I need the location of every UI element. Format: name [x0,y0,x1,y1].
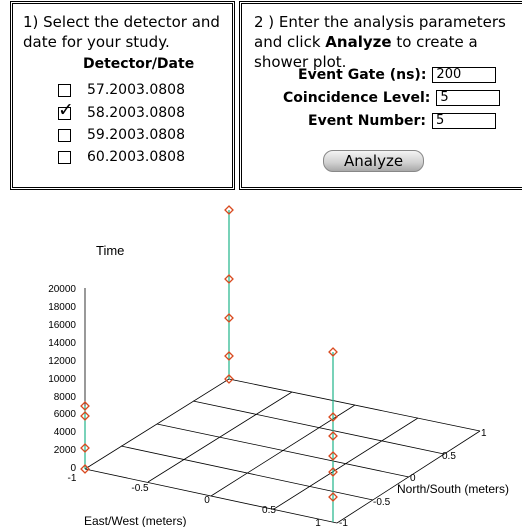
z-axis-title: Time [96,243,124,258]
z-tick-label: 10000 [48,374,76,385]
event-number-input[interactable]: 5 [432,113,497,129]
detector-row-57[interactable]: 57.2003.0808 [58,80,185,100]
hit-marker [224,374,234,384]
y-axis-ticks: -1 -0.5 0 0.5 1 [339,428,487,527]
step2-text-bold: Analyze [325,33,392,51]
detector-row-60[interactable]: 60.2003.0808 [58,147,185,167]
step2-text-post: to create a shower plot. [254,33,478,71]
detector-label: 57.2003.0808 [87,82,185,98]
coincidence-level-input[interactable]: 5 [436,90,501,106]
coincidence-level-label: Coincidence Level: [283,90,431,106]
markers [80,205,338,502]
event-number-row: Event Number: 5 [308,112,497,130]
coincidence-level-row: Coincidence Level: 5 [283,89,501,107]
hit-marker [224,274,234,284]
step2-text-pre: 2 ) Enter the analysis parameters and cl… [254,13,506,51]
plot-grid [84,288,481,524]
step1-instruction: 1) Select the detector and date for your… [23,13,220,51]
x-tick-label: -0.5 [131,483,149,494]
analysis-params-panel: 2 ) Enter the analysis parameters and cl… [239,1,522,190]
detector-checkbox[interactable] [58,150,71,164]
hit-marker [328,347,338,357]
hit-marker [224,351,234,361]
detector-checkbox[interactable]: ✓ [58,100,74,120]
event-gate-row: Event Gate (ns): 200 [298,66,497,84]
x-tick-label: -1 [68,473,77,484]
z-tick-label: 12000 [48,356,76,367]
y-tick-label: -1 [339,518,348,527]
x-axis-ticks: -1 -0.5 0 0.5 1 [68,473,322,527]
z-tick-label: 6000 [54,409,77,420]
z-tick-label: 20000 [48,284,76,295]
hit-marker [224,205,234,215]
z-tick-label: 18000 [48,302,76,313]
hit-marker [224,313,234,323]
analyze-button[interactable]: Analyze [323,150,424,172]
hit-marker [80,464,90,474]
hit-marker [328,467,338,477]
detector-label: 58.2003.0808 [87,105,185,121]
event-number-label: Event Number: [308,113,427,129]
x-tick-label: 0 [204,495,210,506]
hit-marker [328,492,338,502]
hit-marker [328,451,338,461]
detector-select-panel: 1) Select the detector and date for your… [10,1,235,190]
z-tick-label: 4000 [54,427,77,438]
check-mark-icon: ✓ [58,98,74,121]
z-tick-label: 8000 [54,392,77,403]
hit-marker [80,443,90,453]
hit-marker [328,431,338,441]
event-gate-label: Event Gate (ns): [298,67,427,83]
z-tick-label: 2000 [54,445,77,456]
x-axis-title: East/West (meters) [84,514,186,527]
y-tick-label: 0.5 [442,451,456,462]
event-gate-input[interactable]: 200 [432,67,497,83]
step2-instruction: 2 ) Enter the analysis parameters and cl… [254,12,522,72]
z-tick-label: 0 [70,463,76,474]
z-axis-ticks: 0 2000 4000 6000 8000 10000 12000 14000 … [48,284,76,474]
detector-date-header: Detector/Date [83,56,195,72]
detector-label: 60.2003.0808 [87,149,185,165]
y-tick-label: -0.5 [373,497,391,508]
shower-plot: 0 2000 4000 6000 8000 10000 12000 14000 … [48,205,509,527]
z-tick-label: 14000 [48,338,76,349]
y-axis-title: North/South (meters) [397,482,509,496]
x-tick-label: 1 [315,518,321,527]
y-tick-label: 1 [481,428,487,439]
z-tick-label: 16000 [48,320,76,331]
hit-marker [80,401,90,411]
hit-marker [80,411,90,421]
detector-row-58[interactable]: ✓ 58.2003.0808 [58,100,185,123]
detector-checkbox[interactable] [58,128,71,142]
detector-label: 59.2003.0808 [87,127,185,143]
x-tick-label: 0.5 [262,505,276,516]
y-tick-label: 0 [410,473,416,484]
detector-checkbox[interactable] [58,83,71,97]
detector-row-59[interactable]: 59.2003.0808 [58,125,185,145]
hit-marker [328,412,338,422]
